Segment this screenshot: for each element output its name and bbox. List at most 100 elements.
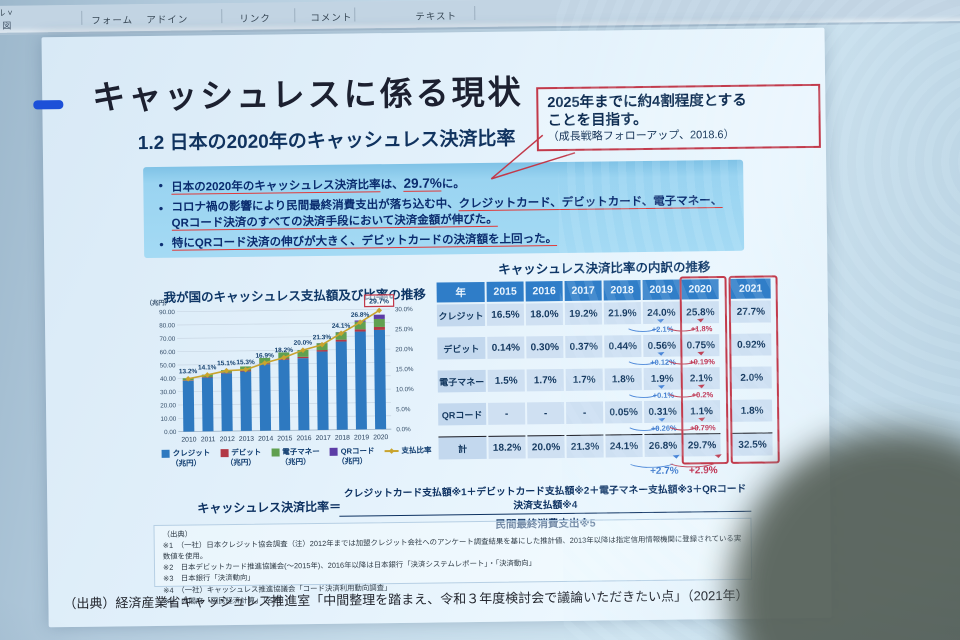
y-axis-tick-label: 50.00 (160, 362, 176, 369)
line-marker (376, 307, 383, 314)
bar-segment (201, 377, 214, 432)
presentation-slide: キャッシュレスに係る現状 1.2 日本の2020年のキャッシュレス決済比率 20… (33, 27, 832, 628)
bar-segment (182, 380, 195, 432)
x-axis-tick-label: 2016 (296, 435, 311, 442)
legend-unit: （兆円） (171, 458, 202, 468)
bar-segment (297, 358, 310, 431)
x-axis-tick-label: 2012 (220, 436, 235, 443)
table-cell: 2.0% (731, 366, 772, 389)
ratio-point-label: 14.1% (198, 364, 217, 371)
ratio-point-label: 15.1% (217, 360, 236, 367)
bullet-item: ● 日本の2020年のキャッシュレス決済比率は、29.7%に。 (158, 170, 728, 197)
ribbon-tab-addin[interactable]: アドイン (146, 14, 189, 27)
title-dash-decoration (33, 100, 64, 110)
legend-item: QRコード （兆円） (329, 446, 375, 466)
bullet-text-segment: 29.7% (403, 175, 442, 192)
legend-swatch-icon (220, 448, 229, 458)
ribbon-tab-form[interactable]: フォーム (91, 15, 134, 27)
table-header-cell: 2021 (730, 278, 771, 299)
table-header-cell: 2018 (603, 280, 641, 301)
ribbon-tab-link[interactable]: リンク (239, 13, 271, 25)
table-cell: - (488, 402, 526, 425)
x-axis-tick-label: 2017 (316, 435, 331, 442)
cashless-amount-ratio-chart: 0.00 10.00 20.00 30.00 40.00 50.00 60.00 70.00 8… (146, 294, 414, 444)
line-marker (223, 367, 230, 374)
table-cell: 1.7% (565, 368, 603, 391)
ratio-point-label: 21.3% (313, 334, 332, 341)
line-marker (319, 341, 325, 348)
table-cell: 0.14% (487, 336, 525, 359)
table-cell: 19.2% (564, 302, 603, 325)
y2-axis-tick-label: 25.0% (395, 326, 413, 333)
table-cell: 18.2% (488, 435, 526, 459)
legend-swatch-icon (329, 447, 338, 456)
table-cell: 1.8% (731, 399, 773, 422)
table-cell: 1.5% (487, 369, 525, 392)
legend-item: クレジット （兆円） (161, 448, 211, 468)
y-axis-tick-label: 20.00 (160, 402, 176, 409)
ribbon-separator (221, 9, 223, 24)
legend-label: クレジット (172, 448, 211, 458)
bar-segment (373, 326, 385, 330)
ribbon-tab-text[interactable]: テキスト (415, 11, 458, 23)
table-header-cell: 2016 (525, 280, 563, 302)
bullet-text-segment: コロナ禍の影響により民間最終消費支出が落ち込む中、 (171, 197, 459, 214)
line-marker (357, 319, 363, 326)
table-cell: - (527, 401, 565, 425)
legend-line-marker-icon (384, 449, 399, 453)
ratio-point-label: 26.8% (351, 312, 370, 319)
legend-label: 支払比率 (401, 445, 432, 455)
y-axis-tick-label: 10.00 (160, 416, 176, 423)
bullet-marker-icon: ● (158, 203, 164, 213)
picture-icon[interactable]: 図 (2, 20, 12, 31)
bar-segment (373, 318, 385, 328)
line-marker (242, 366, 249, 373)
legend-swatch-icon (161, 449, 170, 458)
table-cell: 16.5% (486, 303, 525, 326)
ratio-point-label: 13.2% (179, 368, 198, 375)
y-axis-tick-label: 70.00 (159, 336, 175, 343)
bar-segment (316, 349, 328, 352)
x-axis-tick-label: 2013 (239, 436, 254, 443)
bullet-text: 日本の2020年のキャッシュレス決済比率は、29.7%に。 (171, 173, 465, 196)
y-axis-tick-label: 0.00 (164, 429, 177, 436)
bar-segment (354, 331, 367, 430)
ribbon-corner-dropdown[interactable]: テル ˅ (0, 7, 13, 18)
bullet-marker-icon: ● (158, 239, 164, 249)
table-cell: 20.0% (527, 434, 565, 459)
y2-axis-tick-label: 0.0% (396, 426, 411, 433)
slide-title: キャッシュレスに係る現状 (92, 73, 524, 116)
bullet-marker-icon: ● (158, 180, 164, 190)
table-header-cell: 2015 (486, 281, 524, 302)
ratio-point-label: 29.7% (369, 298, 390, 305)
x-axis-tick-label: 2015 (277, 435, 292, 442)
gridline (177, 322, 391, 326)
table-cell: 0.92% (731, 333, 772, 356)
legend-item: 電子マネー （兆円） (271, 447, 320, 467)
line-marker (185, 375, 192, 382)
ribbon-tab-comment[interactable]: コメント (310, 12, 353, 25)
y-axis-tick-label: 40.00 (160, 376, 176, 383)
y2-axis-tick-label: 30.0% (395, 306, 413, 313)
chart-legend: クレジット （兆円） デビット （兆円） 電子マネー （兆円） QRコード （兆円） 支払比率 (137, 445, 457, 468)
legend-item: 支払比率 (384, 445, 432, 466)
legend-label: QRコード (340, 446, 375, 456)
line-marker (261, 360, 268, 366)
x-axis-tick-label: 2010 (181, 436, 196, 443)
bar-segment (220, 373, 233, 432)
ratio-point-label: 18.2% (275, 347, 294, 354)
ribbon-separator (474, 6, 476, 21)
legend-label: デビット (231, 447, 262, 458)
table-row-label: デビット (437, 336, 486, 360)
legend-item-head: クレジット (161, 448, 211, 458)
table-cell: 32.5% (732, 432, 773, 456)
ratio-point-label: 15.3% (236, 359, 255, 366)
table-cell: 0.37% (565, 335, 603, 358)
line-marker (338, 330, 344, 337)
table-cell: 27.7% (730, 300, 772, 323)
bullet-text-segment: 日本の2020年のキャッシュレス決済比率 (171, 179, 381, 195)
bullet-text-segment: は、 (380, 178, 404, 192)
x-axis-tick-label: 2019 (354, 434, 369, 441)
callout-line: ことを目指す。 (547, 112, 648, 130)
